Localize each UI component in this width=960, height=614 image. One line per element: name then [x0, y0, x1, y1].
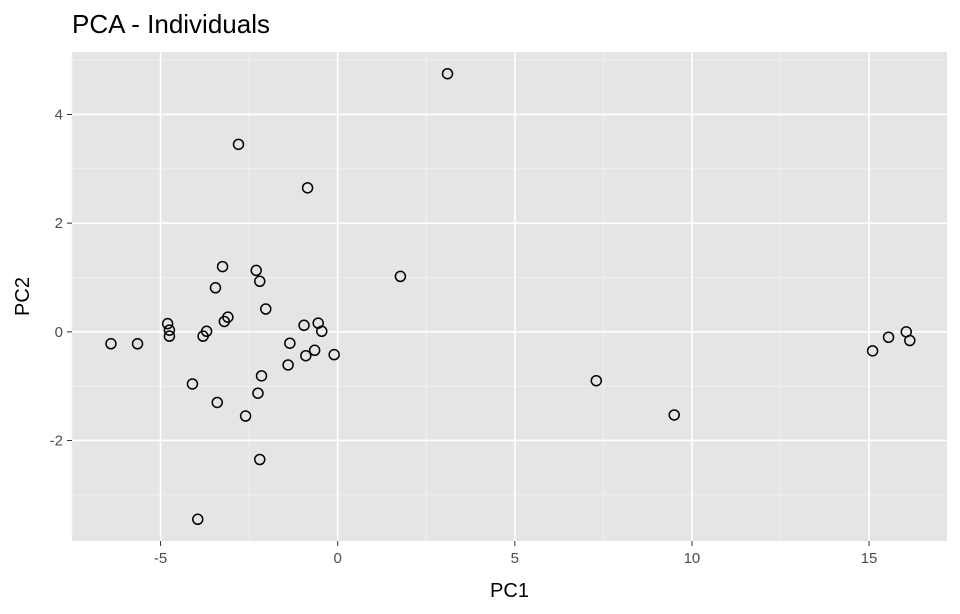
- x-tick-label: 10: [684, 550, 701, 567]
- data-point: [668, 409, 680, 421]
- minor-gridlines: [71, 52, 947, 541]
- data-point: [211, 396, 223, 409]
- data-point: [300, 349, 312, 362]
- data-point: [904, 334, 916, 347]
- data-point: [250, 264, 262, 277]
- x-tick-label: -5: [154, 550, 167, 567]
- y-tick-label: 2: [55, 215, 63, 232]
- plot-panel: [72, 52, 947, 541]
- data-point: [163, 324, 176, 336]
- x-axis-ticks: -5 0 5 10 15: [154, 541, 878, 567]
- data-point: [254, 453, 266, 466]
- data-point: [232, 138, 245, 151]
- data-point: [866, 345, 879, 357]
- data-point: [254, 275, 266, 288]
- x-tick-label: 5: [511, 550, 519, 567]
- data-points: [105, 67, 916, 526]
- y-tick-label: -2: [50, 432, 63, 449]
- data-point: [163, 330, 176, 342]
- chart-title: PCA - Individuals: [72, 9, 270, 39]
- data-point: [308, 344, 321, 357]
- data-point: [239, 410, 252, 422]
- data-point: [186, 378, 199, 390]
- data-point: [209, 282, 222, 294]
- data-point: [298, 319, 310, 332]
- y-axis-ticks: -2 0 2 4: [50, 106, 72, 449]
- x-axis-label: PC1: [490, 580, 529, 602]
- x-tick-label: 15: [861, 550, 878, 567]
- data-point: [284, 337, 296, 349]
- data-point: [218, 315, 231, 328]
- data-point: [301, 182, 314, 194]
- data-point: [192, 513, 204, 526]
- data-point: [282, 359, 294, 371]
- data-point: [441, 67, 454, 80]
- data-point: [260, 303, 272, 315]
- data-point: [105, 338, 117, 350]
- data-point: [328, 348, 340, 361]
- data-point: [216, 260, 229, 273]
- data-point: [882, 331, 895, 343]
- y-tick-label: 0: [55, 324, 63, 341]
- major-gridlines: [72, 52, 947, 541]
- data-point: [255, 370, 268, 382]
- data-point: [161, 317, 174, 330]
- data-point: [315, 325, 328, 338]
- data-point: [131, 338, 144, 350]
- y-tick-label: 4: [55, 106, 63, 123]
- y-axis-label: PC2: [12, 277, 34, 316]
- data-point: [590, 374, 603, 387]
- data-point: [252, 387, 264, 399]
- x-tick-label: 0: [334, 550, 342, 567]
- data-point: [394, 270, 407, 283]
- data-point: [197, 330, 209, 342]
